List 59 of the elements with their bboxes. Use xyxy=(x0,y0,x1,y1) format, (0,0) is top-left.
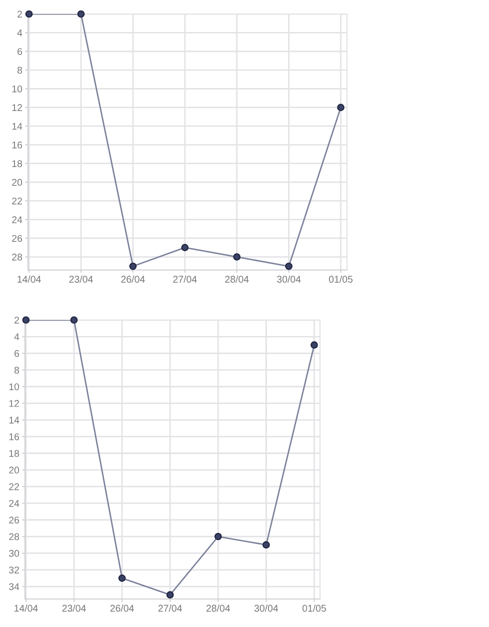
point xyxy=(77,10,85,18)
x-tick-label: 26/04 xyxy=(121,276,145,283)
y-tick-label: 14 xyxy=(9,416,20,424)
y-tick-label: 16 xyxy=(9,433,20,440)
x-tick-label: 26/04 xyxy=(110,604,134,612)
point xyxy=(118,574,126,582)
x-tick-label: 01/05 xyxy=(302,604,326,612)
point xyxy=(233,253,241,261)
y-tick-label: 16 xyxy=(12,142,22,148)
y-tick-label: 26 xyxy=(9,516,20,524)
x-tick-label: 28/04 xyxy=(225,276,249,283)
x-tick-label: 14/04 xyxy=(18,276,41,283)
y-tick-label: 30 xyxy=(9,550,20,557)
point xyxy=(181,244,189,252)
y-tick-label: 6 xyxy=(18,48,22,55)
y-tick-label: 14 xyxy=(12,122,22,130)
y-tick-label: 34 xyxy=(9,583,20,590)
point xyxy=(25,10,33,18)
y-tick-label: 6 xyxy=(14,350,20,357)
y-tick-label: 18 xyxy=(12,160,22,168)
y-tick-label: 20 xyxy=(9,466,20,474)
y-tick-label: 10 xyxy=(12,85,22,92)
y-tick-label: 4 xyxy=(14,333,20,340)
y-tick-label: 28 xyxy=(12,254,22,261)
point xyxy=(285,262,292,270)
y-tick-label: 8 xyxy=(14,366,20,374)
y-tick-label: 2 xyxy=(18,10,22,18)
x-tick-label: 27/04 xyxy=(173,276,197,283)
y-tick-label: 24 xyxy=(9,500,20,507)
y-tick-label: 2 xyxy=(14,316,19,324)
y-tick-label: 28 xyxy=(9,533,20,540)
y-tick-label: 12 xyxy=(12,104,22,111)
point xyxy=(214,532,222,540)
x-tick-label: 14/04 xyxy=(14,604,38,612)
x-tick-label: 23/04 xyxy=(69,276,93,283)
y-tick-label: 22 xyxy=(9,483,19,490)
y-tick-label: 24 xyxy=(12,216,22,224)
x-tick-label: 30/04 xyxy=(277,276,301,283)
point xyxy=(70,316,78,324)
y-tick-label: 10 xyxy=(9,383,20,390)
y-tick-label: 22 xyxy=(12,198,22,204)
y-tick-label: 12 xyxy=(9,400,19,407)
y-tick-label: 8 xyxy=(17,66,22,74)
point xyxy=(262,541,270,549)
x-tick-label: 23/04 xyxy=(62,604,86,612)
point xyxy=(337,104,344,112)
x-tick-label: 30/04 xyxy=(254,604,278,612)
point xyxy=(129,262,137,270)
y-tick-label: 20 xyxy=(12,178,22,186)
x-tick-label: 28/04 xyxy=(206,604,230,612)
point xyxy=(310,341,318,349)
y-tick-label: 26 xyxy=(12,234,22,242)
point xyxy=(166,591,174,599)
point xyxy=(22,316,30,324)
y-tick-label: 18 xyxy=(9,450,20,457)
x-tick-label: 01/05 xyxy=(328,276,353,283)
x-tick-label: 27/04 xyxy=(158,604,182,612)
y-tick-label: 4 xyxy=(17,30,22,36)
y-tick-label: 32 xyxy=(9,566,19,574)
